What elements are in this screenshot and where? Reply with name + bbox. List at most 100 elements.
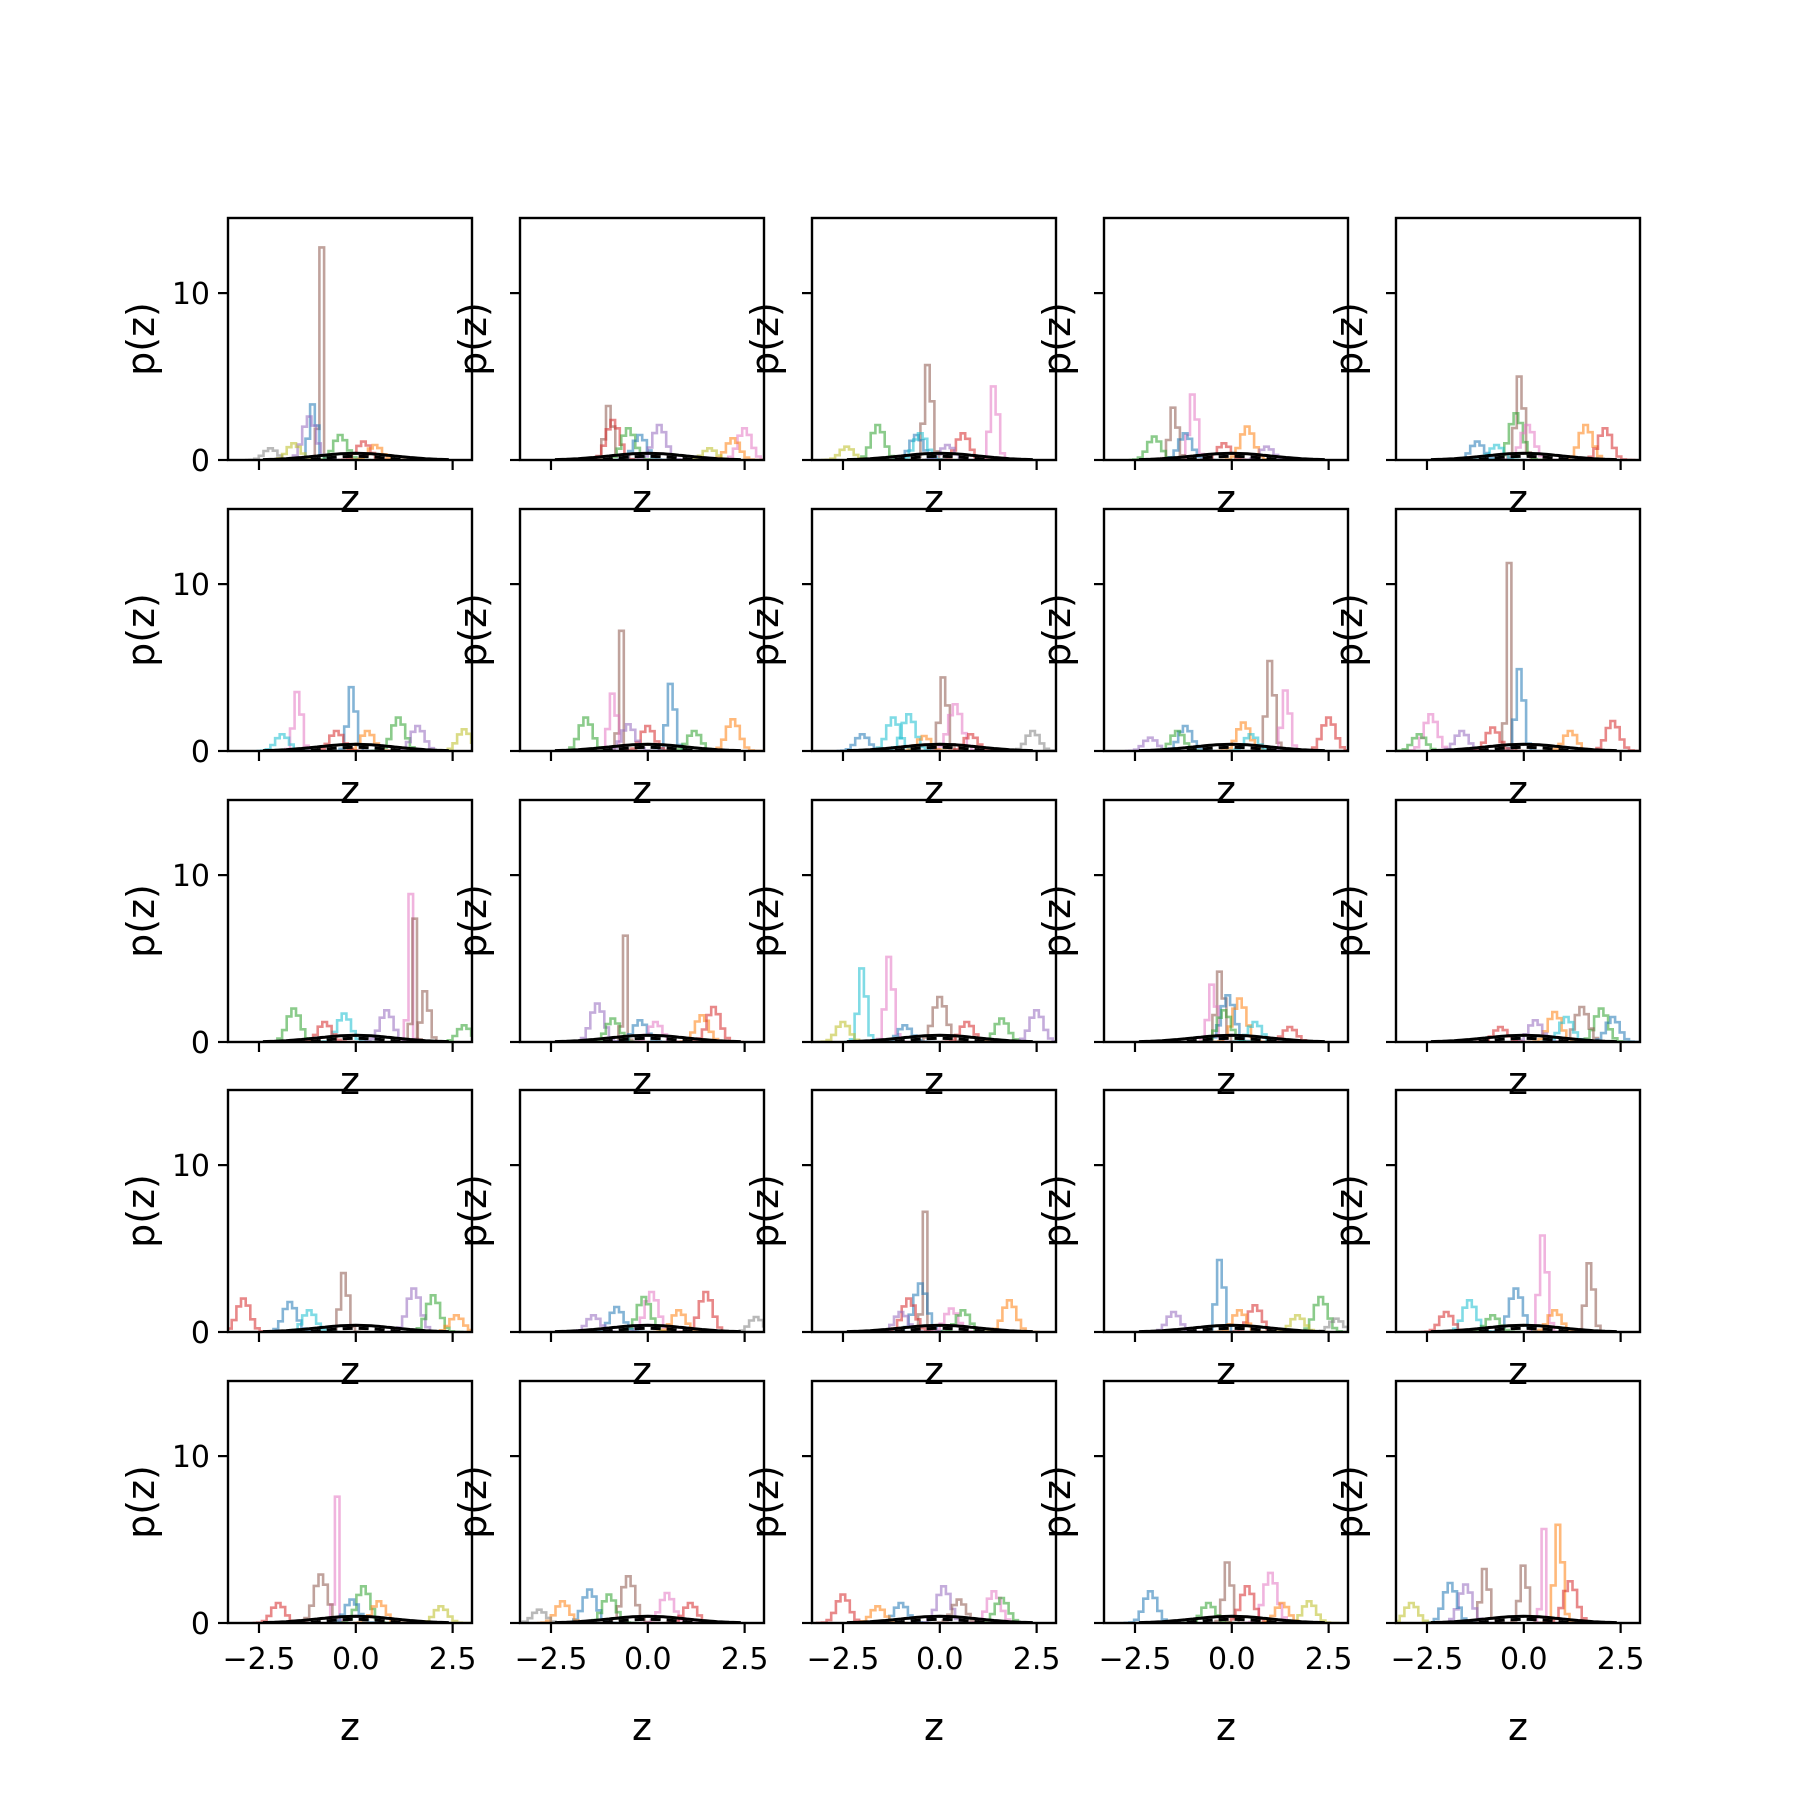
prior-curve: [846, 1323, 1033, 1332]
prior-curve: [1138, 1033, 1325, 1042]
x-tick-label: 2.5: [1597, 1642, 1645, 1677]
plot-area: [520, 1575, 741, 1623]
plot-area: [816, 1585, 1033, 1623]
prior-curve: [554, 1033, 741, 1042]
histogram-series-3: [1301, 716, 1348, 751]
panel-5-3: −2.5 0.0 2.5 z p(z): [743, 1379, 1060, 1749]
y-axis-label: p(z): [119, 1465, 163, 1539]
x-axis-label: z: [340, 768, 360, 812]
panel-1-3: z p(z): [743, 216, 1058, 521]
histogram-series-1: [325, 1495, 352, 1623]
histogram-series-1: [310, 246, 337, 460]
prior-curve: [262, 451, 449, 460]
x-axis-label: z: [632, 1059, 652, 1103]
histogram-series-1: [1532, 1527, 1559, 1623]
axes-frame: [1102, 507, 1350, 753]
plot-area: [1138, 970, 1325, 1042]
axes-frame: [1394, 1088, 1642, 1334]
histogram-series-2: [327, 1271, 366, 1332]
histogram-series-4: [982, 1299, 1040, 1332]
y-axis-label: p(z): [451, 1465, 495, 1539]
histogram-series-4: [1009, 1009, 1056, 1042]
y-axis-label: p(z): [743, 302, 787, 376]
histogram-series-4: [1403, 713, 1462, 751]
plot-area: [1430, 375, 1636, 460]
histogram-series-1: [844, 967, 884, 1042]
x-tick-label: 0.0: [332, 1642, 380, 1677]
histogram-series-6: [1007, 729, 1056, 751]
histogram-series-2: [871, 955, 912, 1042]
axes-frame: [810, 1088, 1058, 1334]
histogram-series-3: [1506, 1564, 1546, 1623]
x-tick-label: −2.5: [515, 1642, 588, 1677]
panel-2-4: z p(z): [1035, 507, 1350, 812]
axes-frame: [226, 507, 474, 753]
axes-frame: [518, 507, 766, 753]
x-axis-label: z: [924, 1349, 944, 1393]
axes-frame: [1394, 798, 1642, 1044]
axes-frame: [518, 1088, 766, 1334]
axes-frame: [810, 507, 1058, 753]
axes-frame: [226, 216, 474, 462]
y-axis-label: p(z): [451, 593, 495, 667]
prior-curve: [846, 742, 1033, 751]
prior-curve: [846, 1033, 1033, 1042]
y-axis-label: p(z): [1035, 593, 1079, 667]
axes-frame: [1102, 798, 1350, 1044]
plot-area: [256, 685, 472, 751]
prior-curve: [1138, 1614, 1325, 1623]
panel-2-1: 0 10 z p(z): [119, 507, 474, 812]
panel-4-1: 0 10 z p(z): [119, 1088, 474, 1393]
x-axis-label: z: [340, 1705, 360, 1749]
histogram-series-3: [1123, 1590, 1181, 1623]
axes-frame: [1394, 507, 1642, 753]
plot-area: [244, 246, 449, 460]
histogram-series-8: [438, 1024, 472, 1042]
prior-curve: [1430, 1614, 1617, 1623]
prior-curve: [262, 1033, 449, 1042]
x-axis-label: z: [1216, 477, 1236, 521]
prior-curve: [554, 451, 741, 460]
axes-frame: [1102, 1379, 1350, 1625]
panel-1-5: z p(z): [1327, 216, 1642, 521]
axes-frame: [810, 216, 1058, 462]
y-tick-label: 0: [191, 444, 210, 479]
plot-area: [252, 1495, 472, 1623]
x-axis-label: z: [1216, 768, 1236, 812]
x-axis-label: z: [1216, 1349, 1236, 1393]
y-axis-label: p(z): [119, 302, 163, 376]
panel-5-5: −2.5 0.0 2.5 z p(z): [1327, 1379, 1645, 1749]
x-axis-label: z: [1508, 1349, 1528, 1393]
panel-3-4: z p(z): [1035, 798, 1350, 1103]
x-axis-label: z: [1508, 1059, 1528, 1103]
prior-curve: [1138, 742, 1325, 751]
x-axis-label: z: [340, 1349, 360, 1393]
plot-area: [1123, 1561, 1340, 1623]
axes-frame: [1394, 1379, 1642, 1625]
plot-area: [1128, 393, 1325, 460]
histogram-series-6: [730, 1315, 764, 1332]
plot-area: [1138, 1258, 1348, 1332]
panel-3-2: z p(z): [451, 798, 766, 1103]
panel-4-4: z p(z): [1035, 1088, 1350, 1393]
y-tick-label: 0: [191, 1316, 210, 1351]
y-axis-label: p(z): [1327, 884, 1371, 958]
axes-frame: [226, 1379, 474, 1625]
panel-5-2: −2.5 0.0 2.5 z p(z): [451, 1379, 769, 1749]
histogram-series-1: [1524, 1234, 1565, 1332]
y-tick-label: 10: [172, 568, 210, 603]
axes-frame: [226, 798, 474, 1044]
panel-1-4: z p(z): [1035, 216, 1350, 521]
histogram-series-2: [334, 685, 374, 751]
y-tick-label: 10: [172, 1440, 210, 1475]
x-tick-label: 0.0: [624, 1642, 672, 1677]
x-axis-label: z: [1508, 477, 1528, 521]
panel-3-3: z p(z): [743, 798, 1058, 1103]
histogram-series-2: [975, 385, 1016, 460]
x-axis-label: z: [632, 1705, 652, 1749]
x-tick-label: 2.5: [721, 1642, 769, 1677]
x-axis-label: z: [340, 477, 360, 521]
y-axis-label: p(z): [451, 1174, 495, 1248]
prior-curve: [1430, 1033, 1617, 1042]
